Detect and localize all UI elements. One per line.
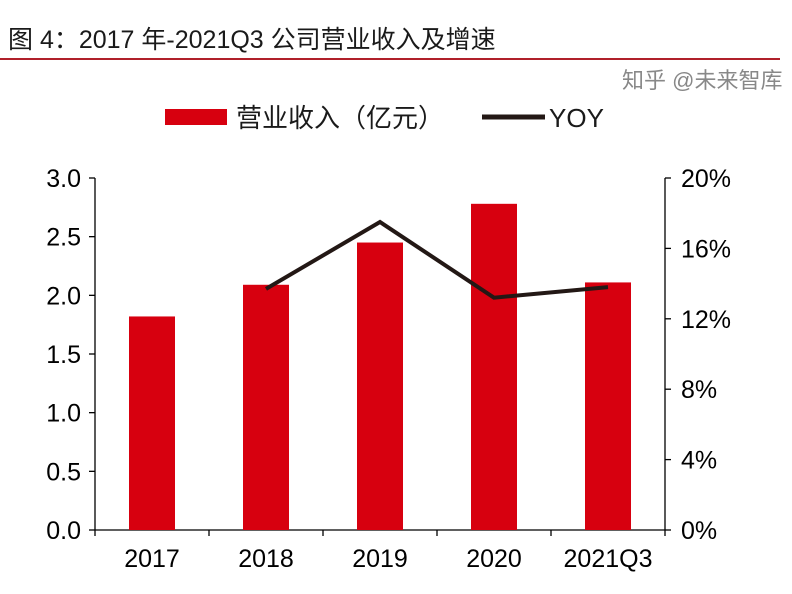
right-tick-label: 4%: [681, 447, 717, 475]
right-tick-label: 12%: [681, 306, 731, 334]
left-tick-label: 0.5: [46, 458, 81, 486]
left-tick-label: 2.0: [46, 282, 81, 310]
x-tick-label: 2017: [124, 545, 180, 573]
bar-2020: [471, 203, 517, 530]
watermark: 知乎 @未来智库: [622, 68, 783, 93]
bar-2019: [357, 242, 403, 531]
right-tick-label: 20%: [681, 165, 731, 193]
right-tick-label: 16%: [681, 235, 731, 263]
bar-2017: [129, 316, 175, 530]
left-tick-label: 3.0: [46, 165, 81, 193]
bar-2021Q3: [585, 282, 631, 530]
left-tick-label: 0.0: [46, 517, 81, 545]
legend-bar-swatch: [165, 109, 227, 125]
figure-title: 图 4：2017 年-2021Q3 公司营业收入及增速: [8, 26, 496, 54]
yoy-line: [264, 219, 609, 300]
bar-2018: [243, 284, 289, 530]
legend-bar-label: 营业收入（亿元）: [236, 104, 444, 134]
legend-line-label: YOY: [549, 103, 604, 133]
x-tick-label: 2019: [352, 545, 408, 573]
right-tick-label: 8%: [681, 376, 717, 404]
x-tick-label: 2018: [238, 545, 294, 573]
left-tick-label: 1.0: [46, 400, 81, 428]
right-tick-label: 0%: [681, 517, 717, 545]
left-tick-label: 1.5: [46, 341, 81, 369]
x-tick-label: 2021Q3: [564, 545, 653, 573]
left-tick-label: 2.5: [46, 224, 81, 252]
title-underline: [0, 58, 780, 60]
x-tick-label: 2020: [466, 545, 522, 573]
